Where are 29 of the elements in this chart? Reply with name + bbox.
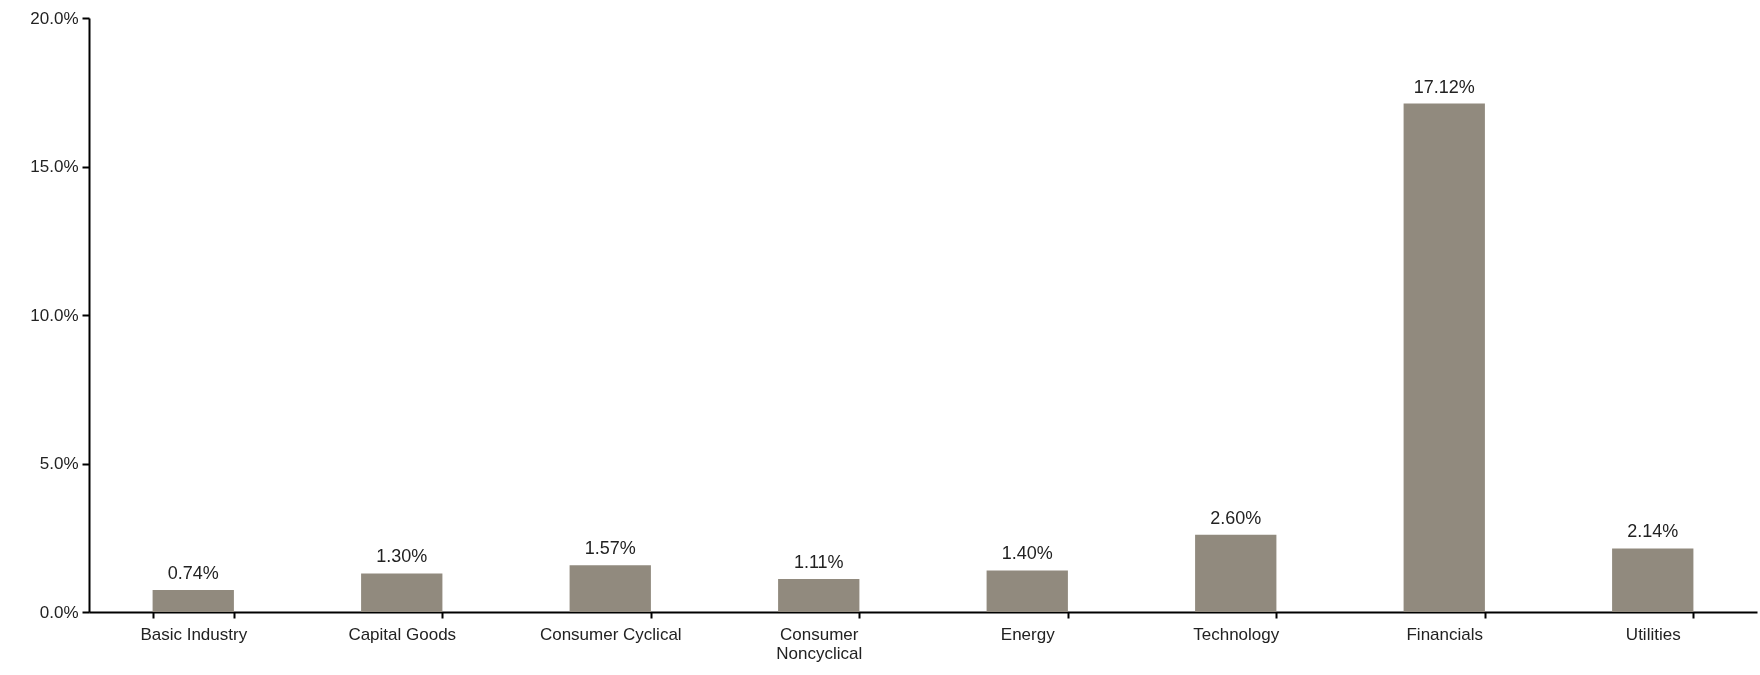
data-label: 1.30% — [376, 546, 428, 567]
bar — [569, 565, 651, 612]
x-tick-label: Consumer Noncyclical — [776, 624, 863, 663]
data-label: 1.40% — [1001, 543, 1053, 564]
bar — [1612, 548, 1694, 612]
bar — [986, 570, 1068, 612]
bar — [152, 590, 234, 612]
data-label: 2.14% — [1627, 521, 1679, 542]
x-tick-label: Energy — [1000, 624, 1056, 644]
data-label: 0.74% — [167, 563, 219, 584]
bar — [1195, 534, 1277, 612]
bar — [361, 573, 443, 612]
x-tick-label: Consumer Cyclical — [539, 624, 682, 644]
x-tick-label: Technology — [1193, 624, 1280, 644]
y-tick-label: 0.0% — [39, 602, 79, 622]
y-tick-label: 15.0% — [30, 157, 79, 176]
x-tick-label: Capital Goods — [348, 624, 457, 644]
x-tick-label: Basic Industry — [140, 624, 248, 644]
data-label: 17.12% — [1413, 76, 1475, 97]
x-tick-label: Financials — [1406, 624, 1484, 644]
y-tick-label: 10.0% — [30, 305, 79, 325]
bar — [1403, 103, 1485, 612]
data-label: 1.57% — [584, 538, 636, 559]
data-label: 2.60% — [1210, 507, 1262, 528]
data-label: 1.11% — [793, 552, 844, 573]
y-tick-label: 20.0% — [30, 8, 79, 28]
y-tick-label: 5.0% — [39, 454, 79, 473]
bar — [778, 579, 860, 612]
x-tick-label: Utilities — [1625, 624, 1681, 644]
